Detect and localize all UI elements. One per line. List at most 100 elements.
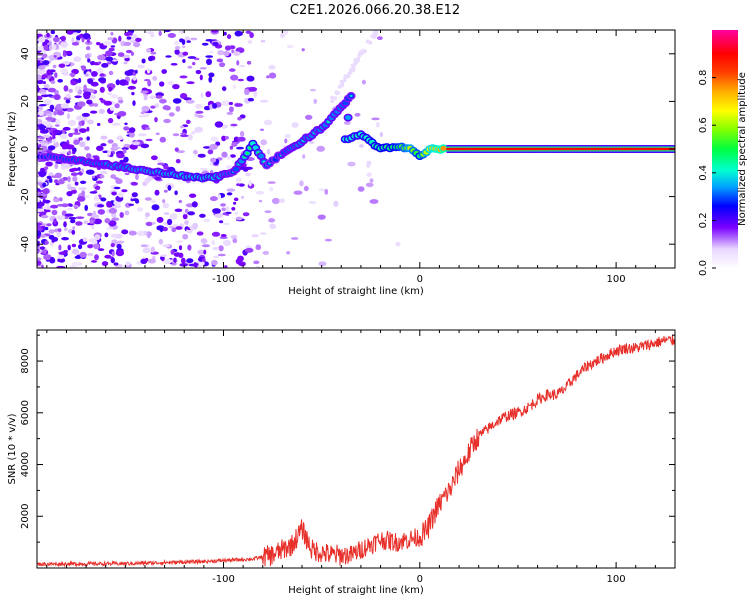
heatmap-noise-cell	[100, 135, 108, 140]
heatmap-ridge-cell	[503, 147, 507, 151]
heatmap-noise-cell	[244, 166, 253, 170]
heatmap-noise-cell	[191, 201, 198, 208]
heatmap-noise-cell	[310, 88, 316, 92]
heatmap-ridge-cell	[345, 115, 352, 120]
heatmap-noise-cell	[175, 159, 181, 164]
heatmap-noise-cell	[163, 30, 171, 33]
heatmap-noise-cell	[155, 95, 163, 99]
heatmap-noise-cell	[123, 41, 132, 46]
heatmap-noise-cell	[143, 95, 148, 101]
heatmap-noise-cell	[52, 135, 56, 140]
heatmap-noise-cell	[224, 45, 232, 51]
heatmap-noise-cell	[83, 220, 89, 225]
heatmap-noise-cell	[361, 79, 366, 85]
heatmap-noise-cell	[100, 143, 107, 147]
heatmap-ridge-cell	[446, 147, 450, 151]
heatmap-noise-cell	[255, 265, 261, 268]
heatmap-noise-cell	[182, 59, 186, 63]
heatmap-noise-cell	[72, 226, 76, 230]
heatmap-noise-cell	[71, 243, 77, 248]
heatmap-noise-cell	[162, 199, 166, 204]
heatmap-noise-cell	[209, 170, 214, 174]
heatmap-noise-cell	[282, 30, 289, 35]
heatmap-noise-cell	[194, 126, 203, 133]
heatmap-noise-cell	[45, 116, 54, 121]
heatmap-noise-cell	[151, 155, 158, 161]
heatmap-noise-cell	[107, 150, 111, 156]
heatmap-noise-cell	[113, 262, 119, 266]
heatmap-noise-cell	[108, 70, 114, 76]
heatmap-noise-cell	[146, 48, 152, 53]
heatmap-noise-cell	[108, 207, 118, 214]
heatmap-noise-cell	[187, 65, 193, 69]
heatmap-noise-cell	[116, 136, 124, 141]
heatmap-noise-cell	[248, 180, 252, 187]
heatmap-noise-cell	[219, 62, 226, 68]
heatmap-noise-cell	[208, 76, 213, 83]
heatmap-noise-cell	[174, 45, 181, 50]
heatmap-noise-cell	[351, 67, 356, 72]
heatmap-noise-cell	[96, 68, 104, 75]
heatmap-noise-cell	[90, 94, 96, 100]
heatmap-noise-cell	[37, 230, 42, 237]
heatmap-noise-cell	[167, 218, 173, 226]
heatmap-noise-cell	[160, 254, 168, 257]
heatmap-noise-cell	[74, 181, 79, 186]
heatmap-noise-cell	[140, 244, 148, 248]
heatmap-noise-cell	[56, 265, 66, 268]
heatmap-noise-cell	[197, 153, 206, 158]
heatmap-noise-cell	[182, 51, 189, 56]
heatmap-noise-cell	[91, 225, 95, 230]
heatmap-noise-cell	[99, 97, 104, 101]
heatmap-noise-cell	[84, 53, 91, 59]
heatmap-noise-cell	[148, 56, 154, 62]
heatmap-noise-cell	[108, 86, 112, 92]
heatmap-ridge-cell	[584, 147, 588, 151]
colorbar: 0.0 0.2 0.4 0.6 0.8 Normalized spectral ampl…	[698, 30, 748, 276]
heatmap-ridge-cell	[500, 147, 504, 151]
heatmap-noise-cell	[99, 86, 105, 93]
heatmap-noise-cell	[271, 197, 280, 205]
heatmap-noise-cell	[184, 36, 190, 42]
heatmap-noise-cell	[253, 91, 258, 98]
heatmap-noise-cell	[163, 212, 170, 215]
heatmap-noise-cell	[200, 238, 208, 244]
heatmap-noise-cell	[118, 79, 128, 86]
heatmap-noise-cell	[279, 198, 286, 203]
heatmap-noise-cell	[236, 146, 244, 150]
heatmap-noise-cell	[95, 180, 103, 184]
heatmap-noise-cell	[201, 42, 209, 46]
heatmap-noise-cell	[145, 127, 151, 130]
heatmap-noise-cell	[93, 103, 99, 107]
heatmap-noise-cell	[78, 187, 87, 191]
heatmap-noise-cell	[163, 258, 172, 265]
heatmap-noise-cell	[214, 121, 224, 128]
heatmap-noise-cell	[109, 106, 115, 111]
heatmap-noise-cell	[162, 202, 170, 209]
heatmap-noise-cell	[205, 39, 214, 42]
heatmap-noise-cell	[197, 114, 204, 118]
heatmap-noise-cell	[146, 68, 151, 74]
heatmap-ridge-cell	[521, 147, 525, 151]
heatmap-noise-cell	[60, 103, 69, 109]
heatmap-noise-cell	[186, 40, 191, 43]
heatmap-noise-cell	[150, 246, 155, 253]
heatmap-ridge-cell	[587, 147, 591, 151]
heatmap-noise-cell	[96, 42, 101, 46]
heatmap-noise-cell	[180, 134, 189, 138]
heatmap-noise-cell	[113, 146, 121, 149]
heatmap-noise-cell	[128, 230, 137, 236]
heatmap-noise-cell	[333, 200, 339, 207]
heatmap-ridge-cell	[470, 147, 474, 151]
heatmap-noise-cell	[192, 222, 199, 229]
heatmap-noise-cell	[199, 74, 203, 81]
heatmap-noise-cell	[64, 213, 74, 217]
heatmap-noise-cell	[91, 260, 97, 263]
heatmap-ridge-cell	[524, 147, 528, 151]
heatmap-noise-cell	[113, 186, 121, 190]
heatmap-noise-cell	[162, 244, 171, 248]
heatmap-noise-cell	[262, 250, 270, 255]
snr-axis-ticks: -100 0 100 2000 4000 6000 8000	[20, 330, 676, 585]
heatmap-noise-cell	[141, 58, 146, 64]
heatmap-noise-cell	[72, 248, 80, 255]
